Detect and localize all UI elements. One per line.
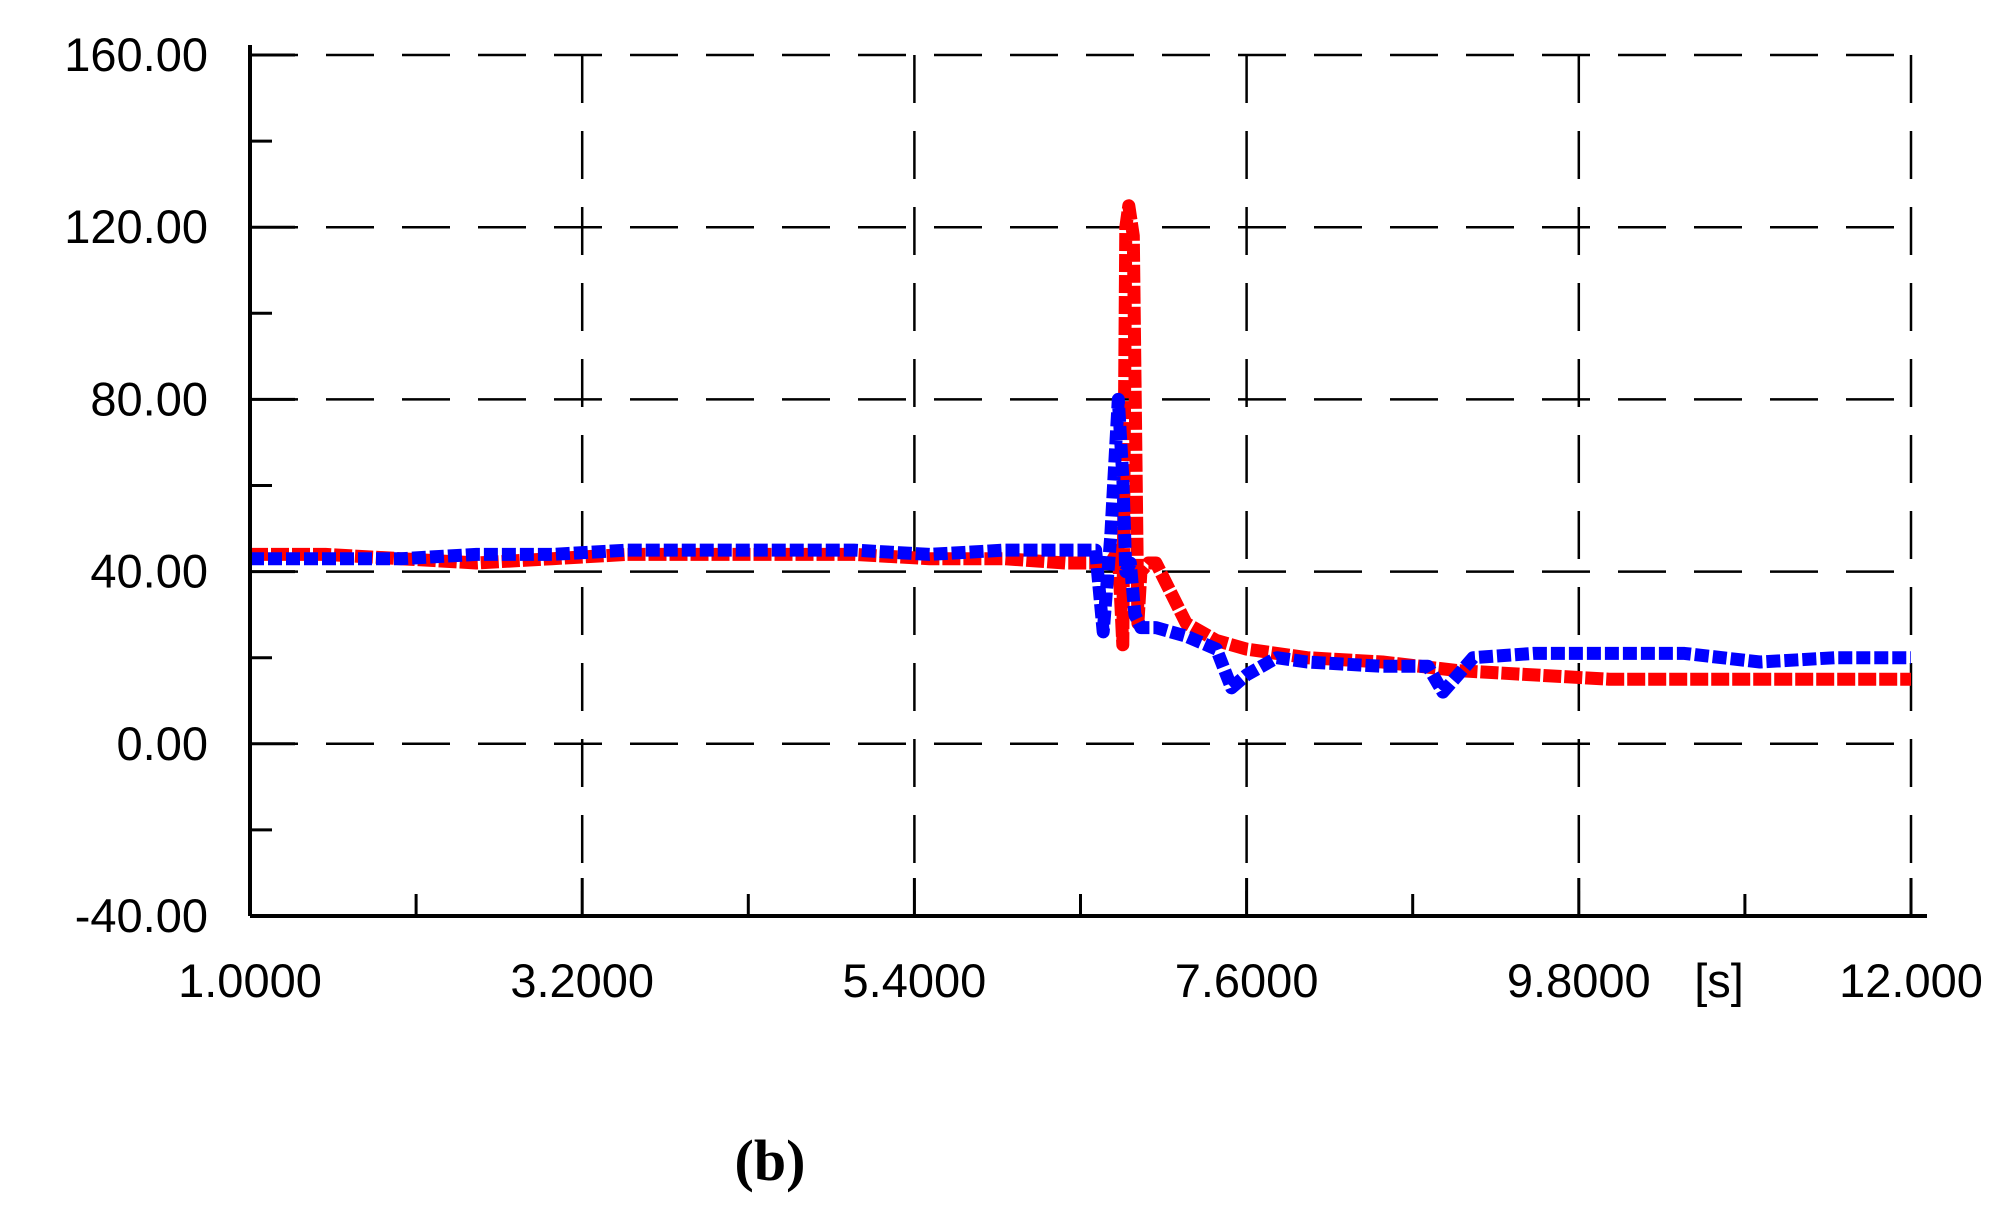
x-tick-label: 1.0000 [178,954,322,1007]
series-layer [250,199,1911,699]
x-tick-label: 9.8000 [1507,954,1651,1007]
x-unit-label: [s] [1694,954,1744,1007]
tick-labels: -40.00 0.00 40.00 80.00 120.00 160.00 1.0000 3.… [64,28,1983,1007]
x-tick-label: 5.4000 [843,954,987,1007]
y-tick-label: 80.00 [90,372,208,425]
series-line-1 [250,199,1911,686]
grid [250,53,1913,916]
y-tick-label: 160.00 [64,28,208,81]
x-tick-label: 7.6000 [1175,954,1319,1007]
x-tick-label: 3.2000 [510,954,654,1007]
y-tick-label: -40.00 [75,889,208,942]
y-tick-label: 120.00 [64,200,208,253]
axes [248,45,1927,918]
y-tick-label: 0.00 [117,717,208,770]
x-tick-label: 12.000 [1839,954,1983,1007]
y-tick-label: 40.00 [90,545,208,598]
series-line-2 [250,392,1911,699]
panel-label: (b) [735,1128,806,1193]
